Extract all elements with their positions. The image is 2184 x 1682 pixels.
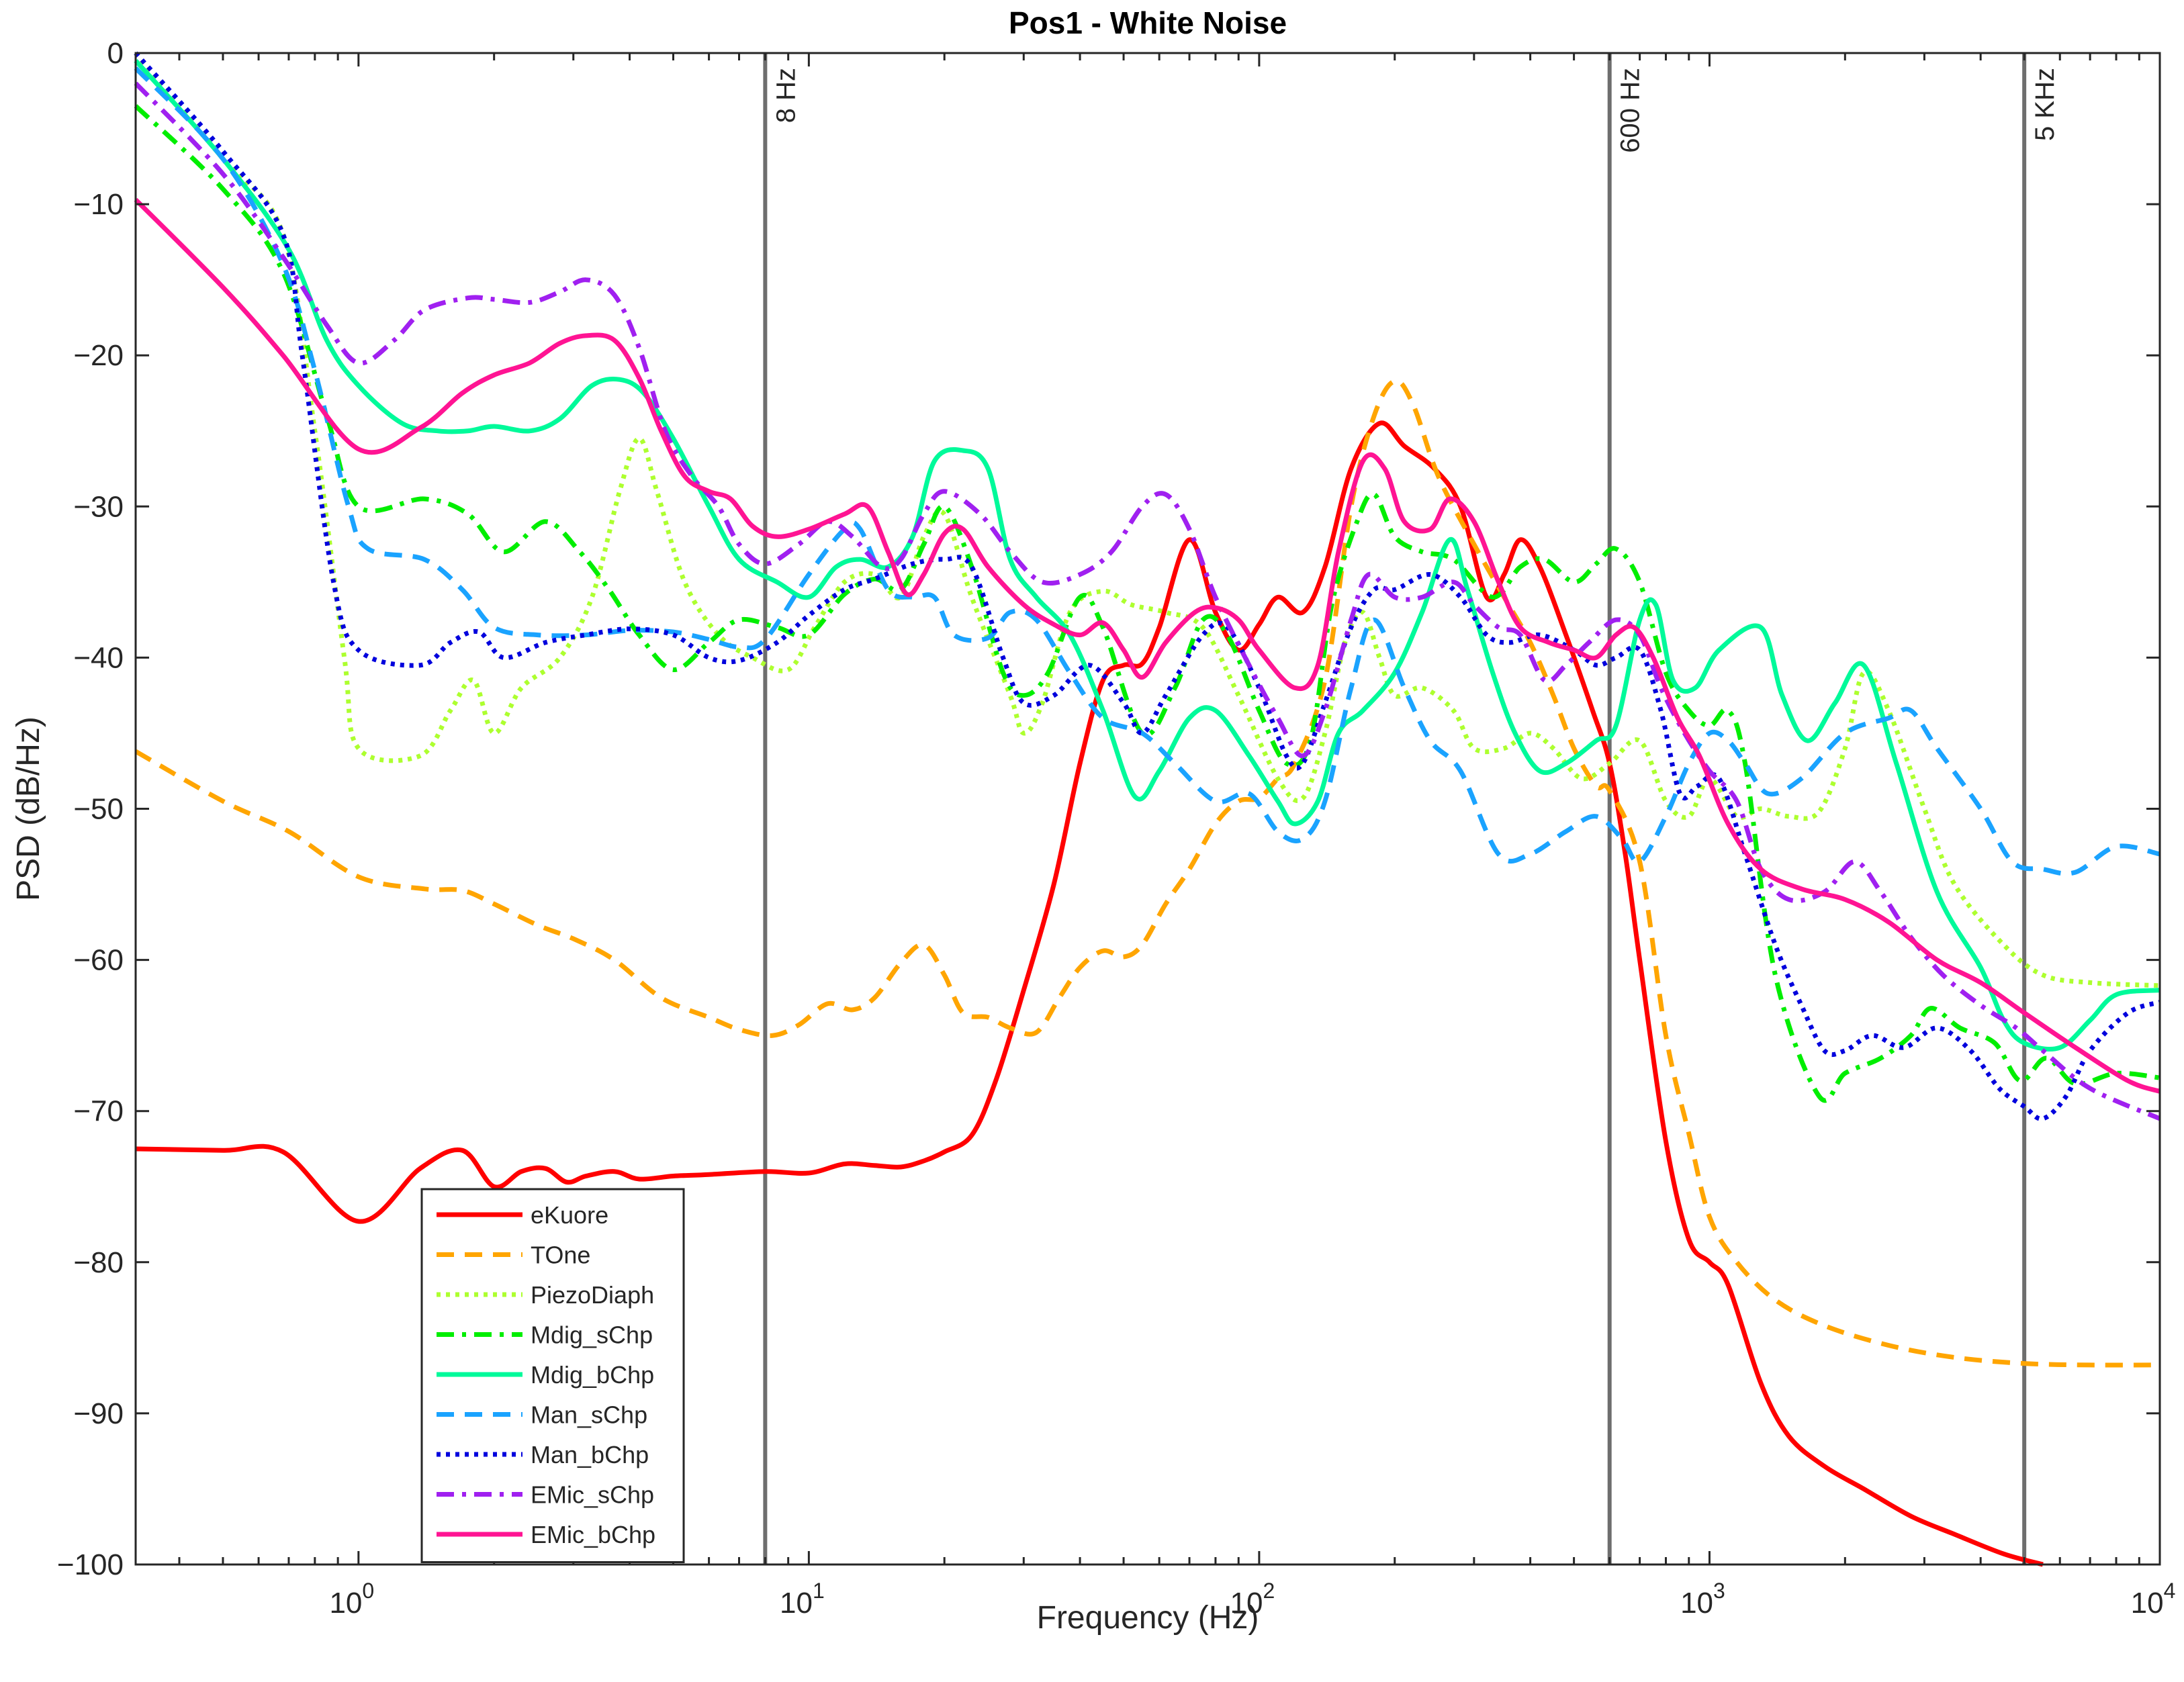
y-tick-label: −60 [73,944,124,977]
y-tick-label: −90 [73,1397,124,1430]
series-lines [134,51,2161,1567]
y-tick-label: −10 [73,188,124,221]
x-tick-label-base: 10 [1680,1587,1713,1620]
series-line-ekuore [135,420,2044,1567]
legend-label: EMic_bChp [531,1521,655,1548]
y-axis-title: PSD (dB/Hz) [11,716,46,901]
x-tick-label: 102 [1230,1579,1275,1620]
legend: eKuore TOne PiezoDiaph Mdig_sChp Mdig_bChp Ma… [420,1188,685,1563]
series-line-emic-bchp [134,197,2161,1094]
reference-line-label: 5 KHz [2030,68,2060,141]
y-tick-label: 0 [107,37,124,70]
y-tick-label: −70 [73,1095,124,1128]
x-tick-label: 101 [780,1579,825,1620]
legend-label: Man_bChp [531,1441,649,1468]
legend-label: Mdig_bChp [531,1361,654,1389]
legend-label: Mdig_sChp [531,1321,653,1349]
y-axis-ticks: 0 −10 −20 −30 −40 −50 −60 −70 −80 −90 −100 [57,37,2160,1581]
y-tick-label: −40 [73,641,124,674]
y-tick-label: −100 [57,1548,124,1581]
series-line-man-schp [134,66,2160,876]
y-tick-label: −20 [73,339,124,372]
reference-line-label: 600 Hz [1616,68,1645,153]
x-tick-label-base: 10 [329,1587,362,1620]
x-tick-label: 100 [329,1579,374,1620]
y-tick-label: −30 [73,490,124,523]
x-axis-ticks: 100 101 102 103 104 [178,53,2176,1620]
x-tick-label-base: 10 [780,1587,813,1620]
chart-title: Pos1 - White Noise [1009,5,1287,40]
x-tick-label-base: 10 [1230,1587,1263,1620]
x-tick-label-exponent: 1 [813,1579,825,1603]
x-tick-label-exponent: 0 [362,1579,374,1603]
x-axis-title: Frequency (Hz) [1037,1600,1259,1636]
x-tick-label: 104 [2131,1579,2176,1620]
legend-label: eKuore [531,1201,608,1229]
legend-label: Man_sChp [531,1401,647,1429]
y-tick-label: −50 [73,793,124,826]
x-tick-label-exponent: 2 [1263,1579,1275,1603]
legend-label: TOne [531,1242,590,1269]
x-tick-label: 103 [1680,1579,1725,1620]
legend-label: PiezoDiaph [531,1281,654,1309]
legend-label: EMic_sChp [531,1481,654,1509]
reference-line-label: 8 Hz [771,68,801,123]
reference-lines: 8 Hz 600 Hz 5 KHz [763,53,2060,1564]
y-tick-label: −80 [73,1246,124,1279]
x-tick-label-exponent: 4 [2164,1579,2176,1603]
series-line-mdig-schp [134,104,2160,1103]
x-tick-label-base: 10 [2131,1587,2164,1620]
series-line-piezodiaph [134,51,2160,988]
x-tick-label-exponent: 3 [1713,1579,1725,1603]
series-line-mdig-bchp [134,58,2160,1052]
